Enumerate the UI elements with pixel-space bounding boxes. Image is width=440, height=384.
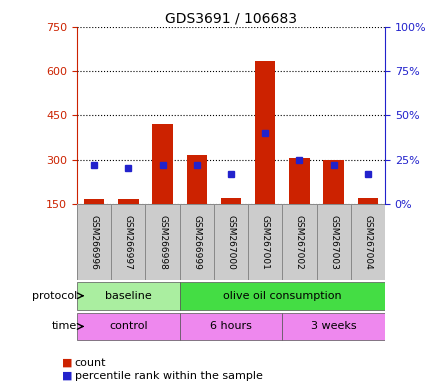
Bar	[255, 61, 275, 204]
Bar	[152, 124, 173, 204]
Text: GSM267004: GSM267004	[363, 215, 372, 270]
Bar	[282, 204, 316, 280]
Text: ■: ■	[62, 371, 72, 381]
Bar	[221, 198, 241, 204]
Title: GDS3691 / 106683: GDS3691 / 106683	[165, 12, 297, 26]
Bar	[187, 155, 207, 204]
Bar	[84, 199, 104, 204]
Bar	[282, 313, 385, 340]
Bar	[248, 204, 282, 280]
Bar	[111, 204, 146, 280]
Bar	[180, 204, 214, 280]
Bar	[316, 204, 351, 280]
Bar	[358, 198, 378, 204]
Bar	[323, 160, 344, 204]
Text: GSM266997: GSM266997	[124, 215, 133, 270]
Bar	[118, 199, 139, 204]
Text: GSM266996: GSM266996	[90, 215, 99, 270]
Bar	[351, 204, 385, 280]
Text: GSM267001: GSM267001	[261, 215, 270, 270]
Bar	[77, 204, 111, 280]
Text: olive oil consumption: olive oil consumption	[223, 291, 341, 301]
Bar	[180, 282, 385, 310]
Text: GSM267002: GSM267002	[295, 215, 304, 270]
Text: count: count	[75, 358, 106, 368]
Text: GSM267003: GSM267003	[329, 215, 338, 270]
Text: control: control	[109, 321, 148, 331]
Bar	[289, 158, 310, 204]
Text: GSM267000: GSM267000	[227, 215, 235, 270]
Bar	[77, 282, 180, 310]
Bar	[180, 313, 282, 340]
Bar	[146, 204, 180, 280]
Text: percentile rank within the sample: percentile rank within the sample	[75, 371, 263, 381]
Text: time: time	[52, 321, 77, 331]
Text: 3 weeks: 3 weeks	[311, 321, 356, 331]
Text: GSM266999: GSM266999	[192, 215, 201, 270]
Text: 6 hours: 6 hours	[210, 321, 252, 331]
Text: ■: ■	[62, 358, 72, 368]
Bar	[77, 313, 180, 340]
Text: protocol: protocol	[32, 291, 77, 301]
Text: baseline: baseline	[105, 291, 152, 301]
Text: GSM266998: GSM266998	[158, 215, 167, 270]
Bar	[214, 204, 248, 280]
